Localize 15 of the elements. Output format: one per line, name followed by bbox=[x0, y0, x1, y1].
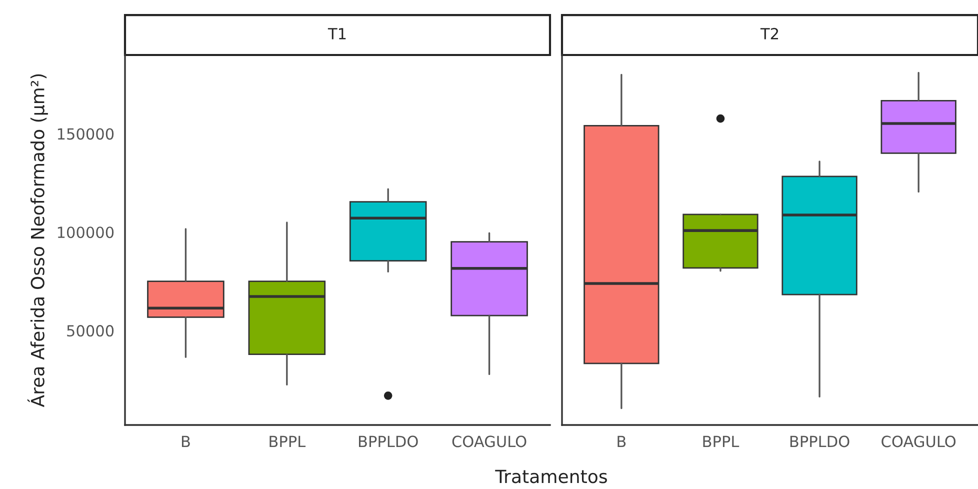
x-tick-label: COAGULO bbox=[882, 436, 956, 448]
x-tick-label: COAGULO bbox=[452, 436, 526, 448]
x-tick-label: BPPLDO bbox=[790, 436, 850, 448]
chart-title: T2 bbox=[760, 28, 778, 40]
y-tick-label: 50000 bbox=[67, 324, 114, 337]
x-tick-label: BPPLDO bbox=[358, 436, 418, 448]
y-tick-label: 100000 bbox=[58, 226, 114, 238]
y-axis-title: Área Aferida Osso Neoformado (µm²) bbox=[27, 74, 48, 408]
x-tick-label: B bbox=[618, 436, 626, 448]
x-axis-title: Tratamentos bbox=[495, 470, 607, 484]
x-tick-label: BPPL bbox=[270, 436, 306, 448]
chart-title: T1 bbox=[328, 28, 346, 40]
y-tick-label: 150000 bbox=[58, 128, 114, 140]
x-tick-label: B bbox=[182, 436, 190, 448]
x-tick-label: BPPL bbox=[703, 436, 740, 448]
